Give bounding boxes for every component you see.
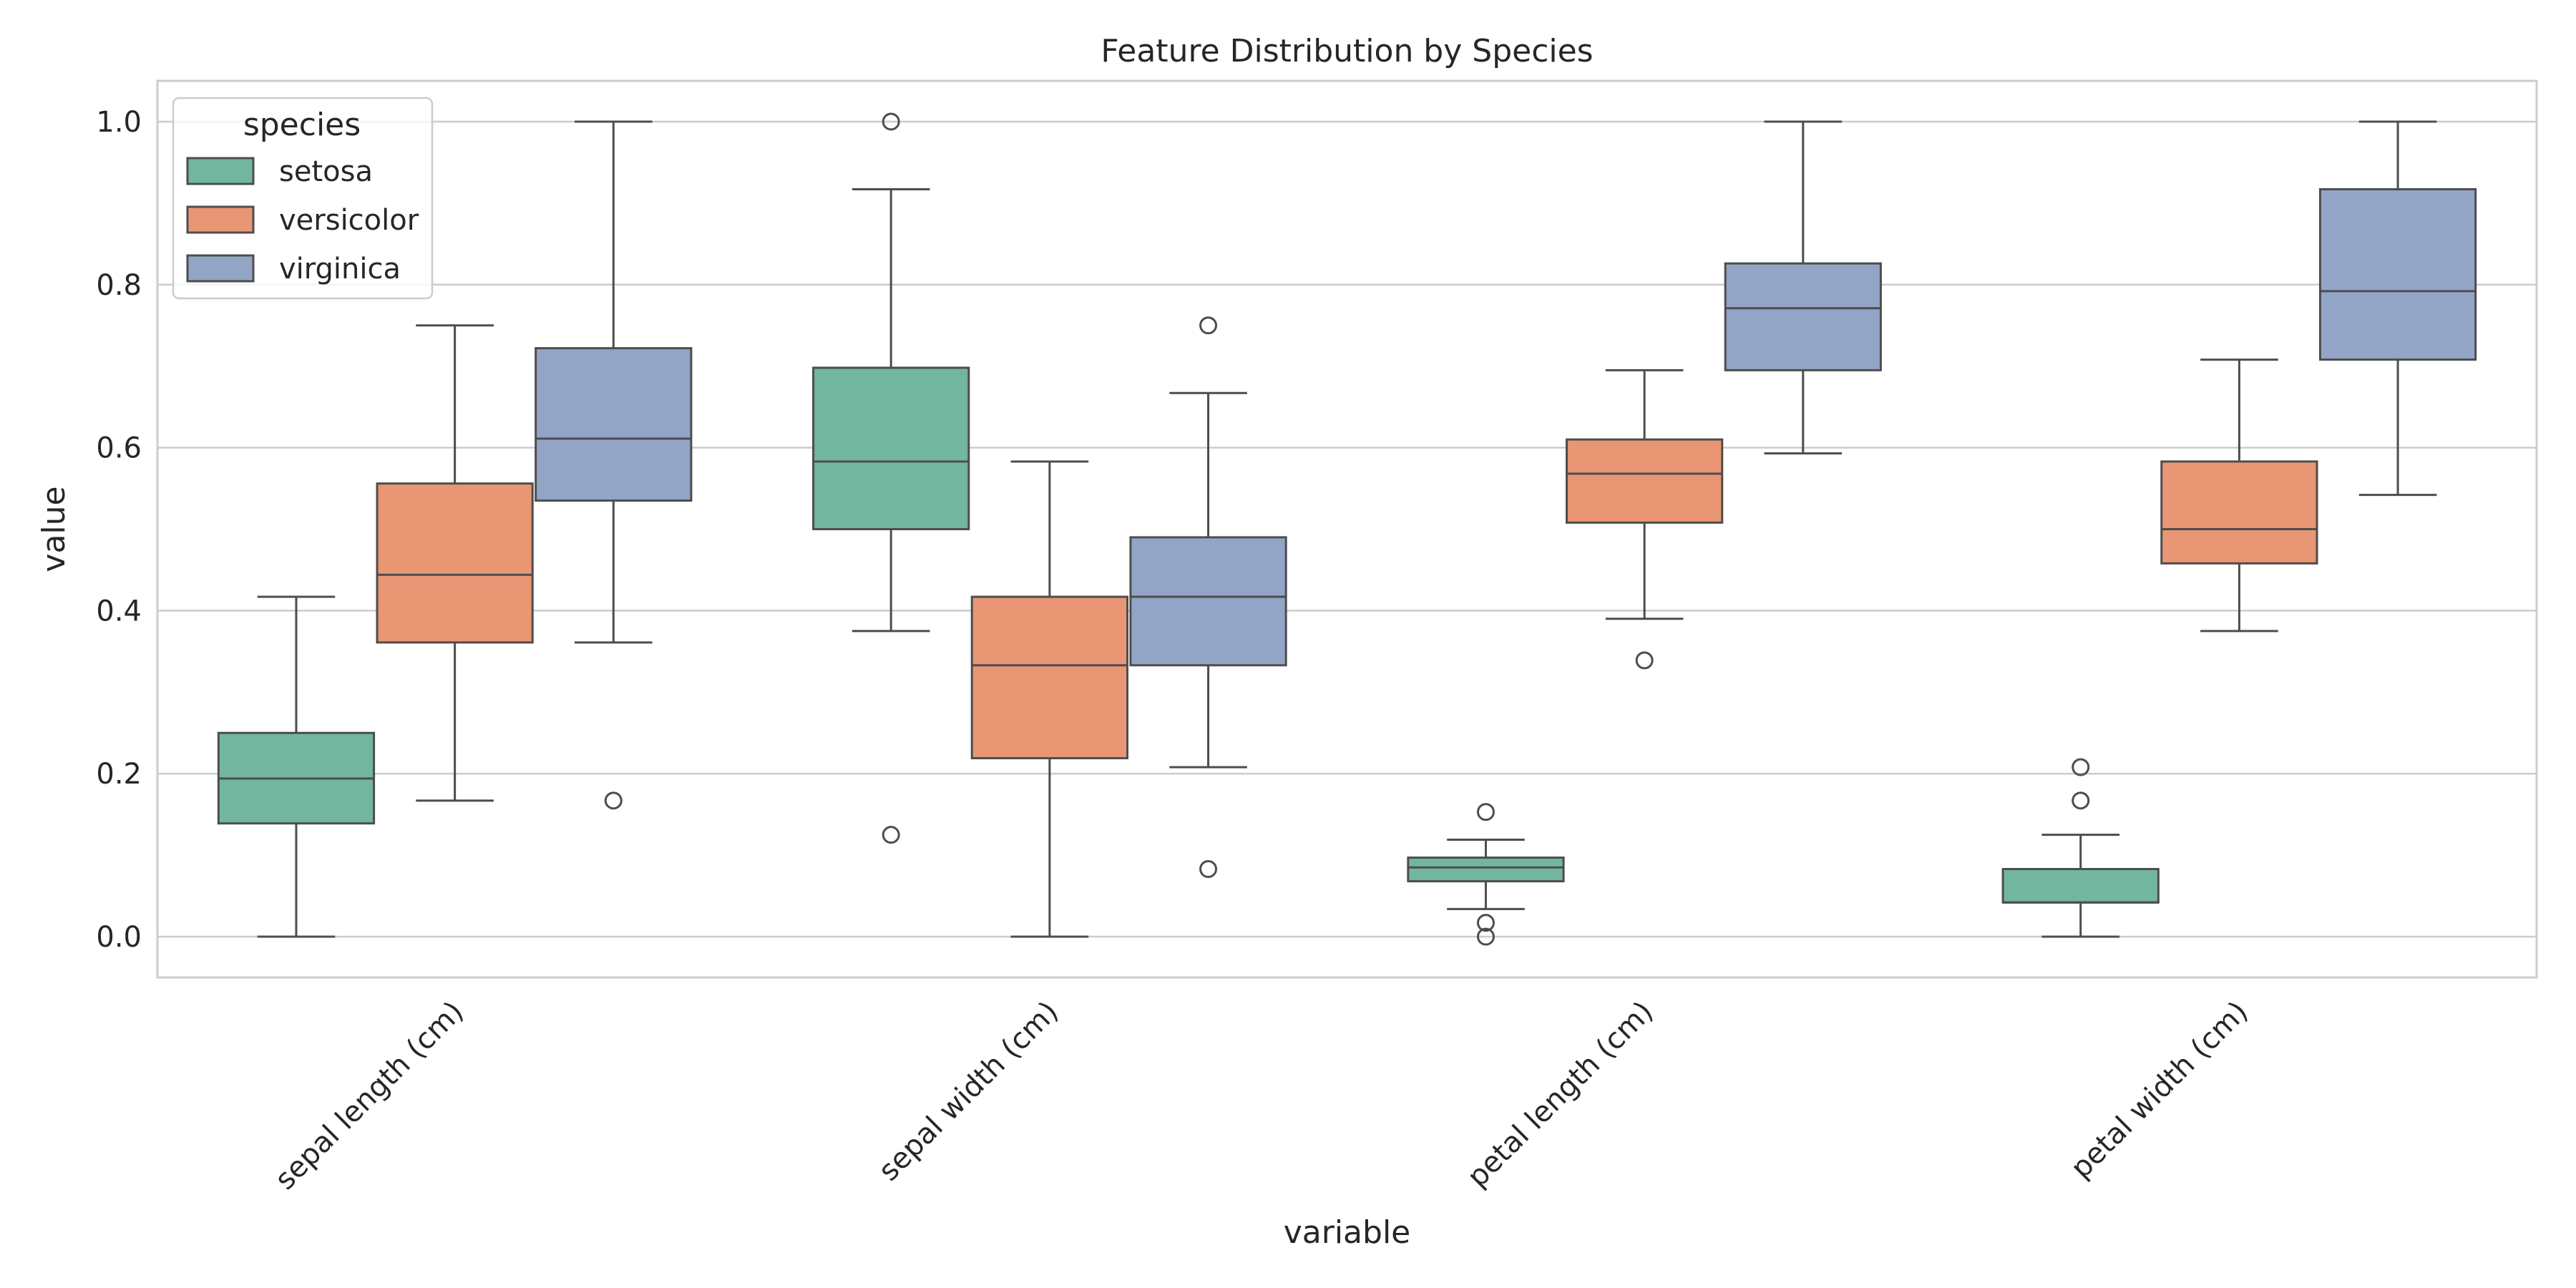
box-iqr [1407, 857, 1565, 883]
x-axis-label: variable [1284, 1214, 1411, 1251]
box-versicolor [2160, 358, 2318, 633]
box-iqr [1129, 536, 1287, 667]
y-tick-label: 0.0 [96, 921, 142, 954]
y-tick-label: 0.6 [96, 432, 142, 465]
x-tick-label: petal width (cm) [2064, 995, 2254, 1185]
legend-item-setosa: setosa [186, 155, 373, 188]
grid [157, 120, 2537, 938]
box-virginica [1724, 120, 1882, 455]
y-tick-label: 0.2 [96, 758, 142, 791]
legend-label: versicolor [279, 204, 419, 237]
legend-frame [172, 97, 434, 300]
x-tick-label: sepal length (cm) [269, 995, 470, 1196]
outlier-point [2072, 791, 2090, 810]
legend-label: setosa [279, 155, 373, 188]
box-iqr [812, 366, 970, 531]
legend-swatch [186, 254, 255, 283]
box-virginica [2318, 120, 2477, 497]
outlier-point [1635, 651, 1654, 670]
legend-swatch [186, 205, 255, 234]
legend-label: virginica [279, 253, 401, 286]
box-iqr [1724, 262, 1882, 371]
box-iqr [2318, 187, 2477, 361]
outlier-point [882, 826, 900, 844]
x-tick-label: sepal width (cm) [872, 995, 1065, 1188]
box-iqr [2001, 868, 2160, 904]
legend-swatch [186, 157, 255, 185]
box-iqr [1566, 438, 1724, 524]
box-setosa [2001, 758, 2160, 938]
box-setosa [217, 595, 376, 938]
legend-item-virginica: virginica [186, 253, 401, 286]
y-axis-label: value [36, 486, 72, 572]
box-iqr [376, 482, 534, 644]
box-virginica [1129, 316, 1287, 879]
box-iqr [970, 595, 1128, 760]
outlier-point [1199, 316, 1218, 335]
outlier-point [1199, 860, 1218, 879]
outlier-point [604, 791, 623, 810]
outlier-point [2072, 758, 2090, 776]
box-versicolor [376, 324, 534, 802]
box-iqr [535, 347, 693, 502]
outlier-point [882, 112, 900, 131]
y-tick-label: 0.8 [96, 269, 142, 302]
legend: species setosa versicolor virginica [172, 97, 434, 300]
chart-title: Feature Distribution by Species [1101, 33, 1593, 69]
outlier-point [1476, 803, 1495, 821]
legend-title: species [243, 107, 361, 143]
outlier-point [1476, 914, 1495, 932]
box-versicolor [970, 460, 1128, 938]
box-virginica [535, 120, 693, 810]
outlier-point [1476, 927, 1495, 946]
x-tick-label: petal length (cm) [1461, 995, 1659, 1194]
y-tick-label: 0.4 [96, 595, 142, 628]
box-iqr [2160, 460, 2318, 565]
legend-items: setosa versicolor virginica [186, 155, 419, 286]
y-axis-ticks: 0.0 0.2 0.4 0.6 0.8 1.0 [96, 106, 142, 954]
plot-area [156, 79, 2538, 979]
y-tick-label: 1.0 [96, 106, 142, 139]
box-plots [217, 112, 2477, 946]
box-setosa [812, 112, 970, 844]
x-axis-ticks: sepal length (cm) sepal width (cm) petal l… [269, 995, 2255, 1196]
box-versicolor [1566, 369, 1724, 670]
box-setosa [1407, 803, 1565, 946]
legend-item-versicolor: versicolor [186, 204, 419, 237]
